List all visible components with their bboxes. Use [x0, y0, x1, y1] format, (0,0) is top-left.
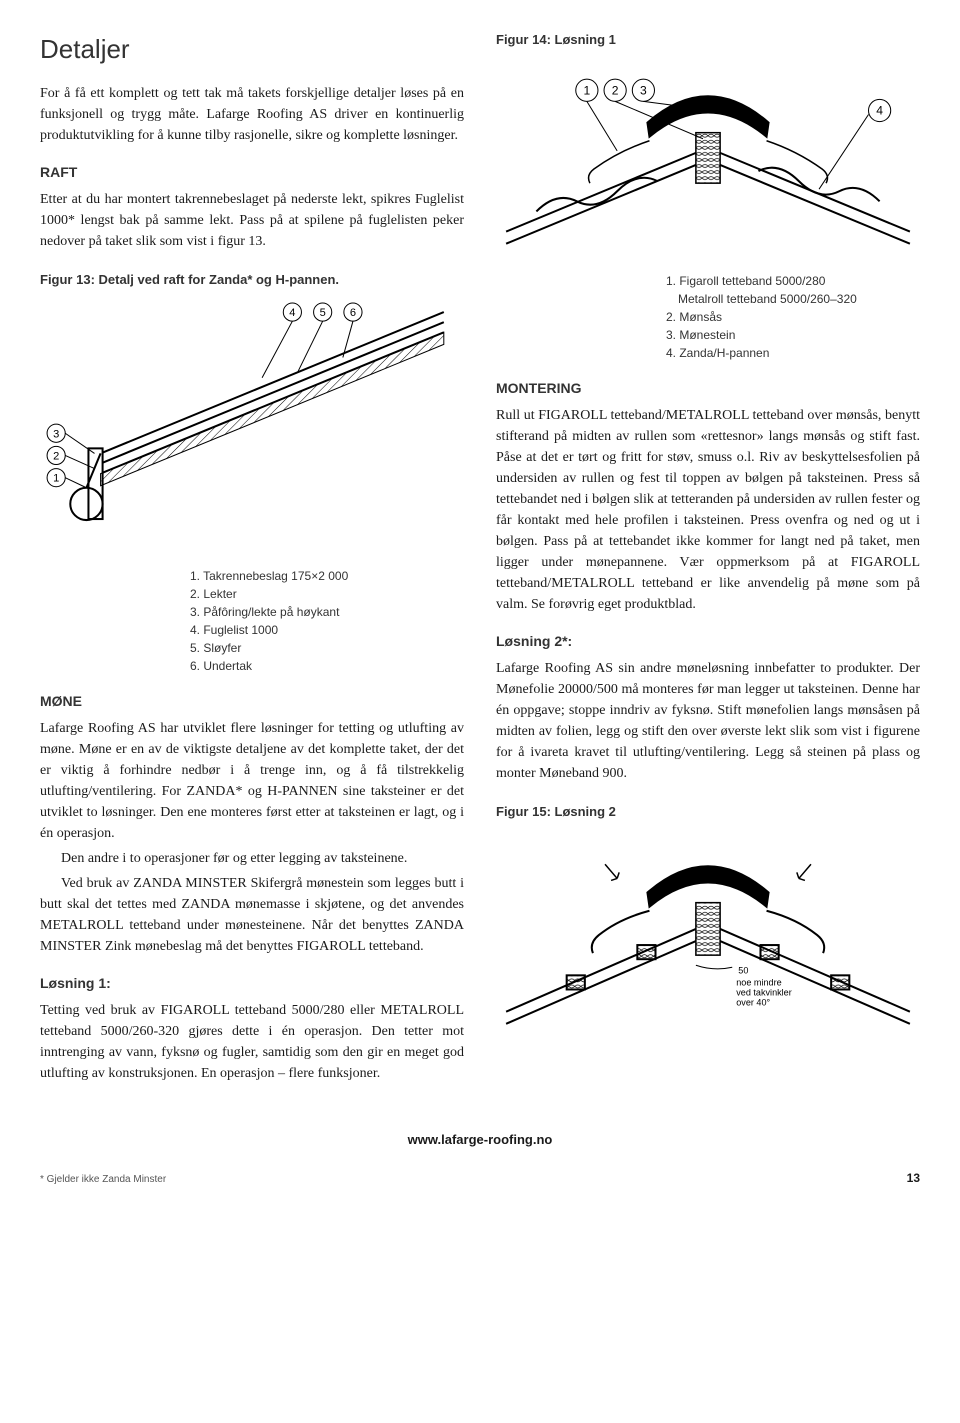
fig14-caption: Figur 14: Løsning 1 — [496, 30, 920, 50]
losning1-body: Tetting ved bruk av FIGAROLL tetteband 5… — [40, 1000, 464, 1084]
mone-heading: MØNE — [40, 691, 464, 712]
svg-text:2: 2 — [53, 450, 59, 462]
mone-p1: Lafarge Roofing AS har utviklet flere lø… — [40, 718, 464, 844]
fig13-legend-item: 6. Undertak — [190, 657, 464, 675]
svg-text:4: 4 — [876, 103, 883, 117]
page-title: Detaljer — [40, 30, 464, 69]
montering-body: Rull ut FIGAROLL tetteband/METALROLL tet… — [496, 405, 920, 615]
svg-text:ved takvinkler: ved takvinkler — [736, 987, 792, 997]
svg-text:3: 3 — [640, 83, 647, 97]
montering-heading: MONTERING — [496, 378, 920, 399]
losning2-heading: Løsning 2*: — [496, 631, 920, 652]
mone-p3: Ved bruk av ZANDA MINSTER Skifergrå møne… — [40, 873, 464, 957]
svg-text:5: 5 — [320, 307, 326, 319]
fig14-diagram: 1 2 3 4 — [496, 60, 920, 252]
svg-text:3: 3 — [53, 428, 59, 440]
fig13-diagram: 3 2 1 4 5 6 — [40, 302, 464, 544]
losning2-body: Lafarge Roofing AS sin andre møneløsning… — [496, 658, 920, 784]
footer-link[interactable]: www.lafarge-roofing.no — [40, 1130, 920, 1150]
svg-text:1: 1 — [583, 83, 590, 97]
fig13-legend-item: 5. Sløyfer — [190, 639, 464, 657]
svg-text:50: 50 — [738, 965, 748, 975]
fig13-legend-item: 2. Lekter — [190, 585, 464, 603]
svg-text:4: 4 — [289, 307, 295, 319]
fig13-legend-item: 1. Takrennebeslag 175×2 000 — [190, 567, 464, 585]
fig13-legend-item: 3. Påfôring/lekte på høykant — [190, 603, 464, 621]
fig13-caption: Figur 13: Detalj ved raft for Zanda* og … — [40, 270, 464, 290]
fig14-legend-item: 2. Mønsås — [666, 308, 920, 326]
svg-text:6: 6 — [350, 307, 356, 319]
fig13-legend: 1. Takrennebeslag 175×2 000 2. Lekter 3.… — [190, 567, 464, 675]
losning1-heading: Løsning 1: — [40, 973, 464, 994]
svg-text:noe mindre: noe mindre — [736, 977, 781, 987]
page-number: 13 — [907, 1169, 920, 1187]
fig15-diagram: 50 noe mindre ved takvinkler over 40° — [496, 832, 920, 1034]
raft-body: Etter at du har montert takrennebeslaget… — [40, 189, 464, 252]
fig14-legend: 1. Figaroll tetteband 5000/280 Metalroll… — [666, 272, 920, 362]
mone-p2: Den andre i to operasjoner før og etter … — [40, 848, 464, 869]
footnote: * Gjelder ikke Zanda Minster — [40, 1172, 166, 1187]
fig14-legend-item: 3. Mønestein — [666, 326, 920, 344]
fig14-legend-item: 4. Zanda/H-pannen — [666, 344, 920, 362]
svg-text:over 40°: over 40° — [736, 997, 770, 1007]
intro-paragraph: For å få ett komplett og tett tak må tak… — [40, 83, 464, 146]
fig13-legend-item: 4. Fuglelist 1000 — [190, 621, 464, 639]
svg-text:1: 1 — [53, 472, 59, 484]
fig15-caption: Figur 15: Løsning 2 — [496, 802, 920, 822]
fig14-legend-item: Metalroll tetteband 5000/260–320 — [678, 290, 920, 308]
fig14-legend-item: 1. Figaroll tetteband 5000/280 — [666, 272, 920, 290]
svg-text:2: 2 — [612, 83, 619, 97]
raft-heading: RAFT — [40, 162, 464, 183]
